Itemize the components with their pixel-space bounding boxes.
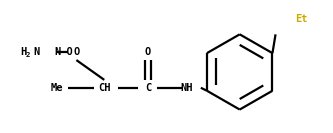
- Text: Et: Et: [295, 14, 308, 24]
- Text: N—O: N—O: [55, 47, 73, 57]
- Text: 2: 2: [25, 52, 30, 58]
- Text: O: O: [73, 47, 80, 57]
- Text: CH: CH: [98, 83, 111, 93]
- Text: Me: Me: [50, 83, 63, 93]
- Text: H: H: [21, 47, 27, 57]
- Text: N: N: [34, 47, 40, 57]
- Text: NH: NH: [181, 83, 193, 93]
- Text: O: O: [145, 47, 151, 57]
- Text: C: C: [145, 83, 151, 93]
